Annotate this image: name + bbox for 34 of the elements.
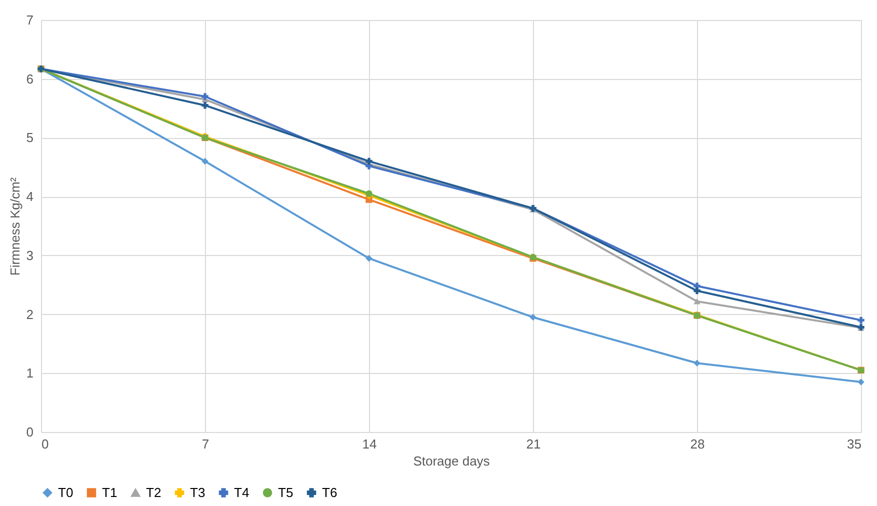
y-tick-label: 6	[26, 71, 34, 86]
x-tick-label: 21	[526, 436, 541, 452]
legend-label: T2	[146, 484, 162, 500]
x-axis-title: Storage days	[413, 454, 490, 468]
point	[694, 298, 700, 304]
point	[366, 158, 372, 165]
legend-label: T0	[58, 484, 74, 500]
point	[530, 314, 536, 321]
x-tick-label: 35	[847, 436, 862, 452]
y-axis-title: Firmness Kg/cm²	[7, 176, 22, 276]
x-tick-label: 0	[42, 436, 49, 452]
y-tick-label: 5	[26, 130, 34, 146]
y-tick-label: 7	[26, 12, 34, 28]
legend-label: T5	[278, 484, 294, 500]
point	[694, 360, 700, 366]
y-tick-label: 3	[26, 248, 34, 263]
point	[202, 93, 208, 100]
point	[694, 287, 700, 294]
point	[202, 102, 208, 109]
y-tick-label: 0	[26, 424, 34, 440]
point	[366, 255, 372, 262]
y-tick-label: 1	[26, 366, 34, 381]
legend-label: T6	[322, 484, 338, 500]
point	[858, 378, 864, 386]
point	[858, 316, 864, 324]
legend-label: T1	[102, 484, 118, 500]
x-tick-label: 28	[690, 436, 705, 452]
legend-label: T3	[190, 484, 206, 500]
x-tick-label: 7	[202, 436, 210, 452]
legend-label: T4	[234, 484, 250, 500]
x-tick-label: 14	[362, 436, 377, 452]
point	[202, 158, 208, 165]
y-tick-label: 4	[26, 189, 34, 204]
y-tick-label: 2	[26, 306, 34, 322]
